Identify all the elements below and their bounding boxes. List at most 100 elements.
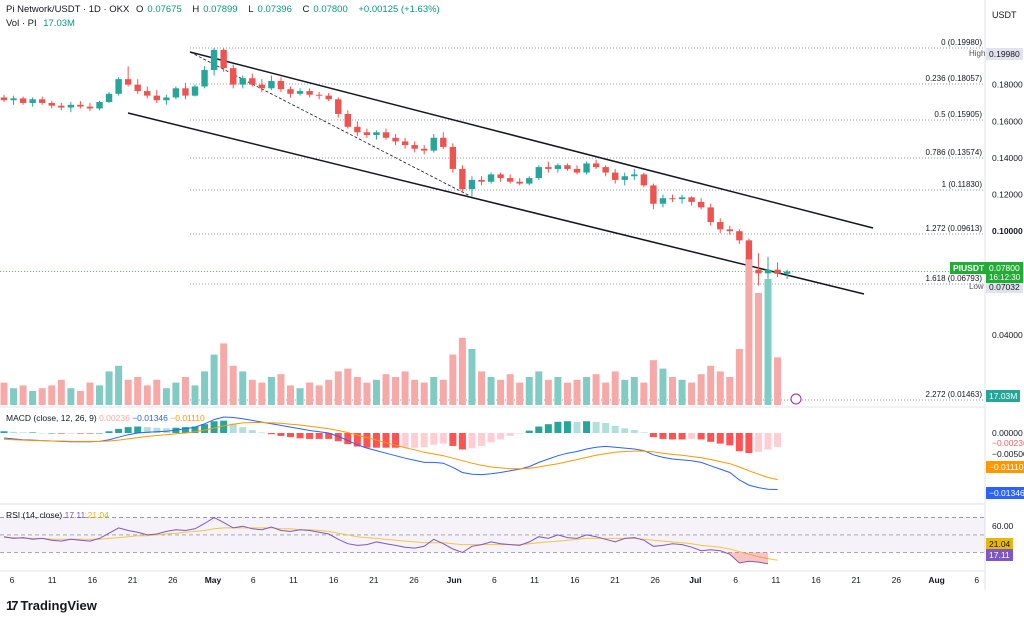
macd-histogram-bar — [735, 433, 743, 452]
macd-histogram-bar — [363, 433, 371, 448]
volume-bar — [210, 354, 218, 405]
macd-histogram-bar — [764, 433, 772, 450]
volume-bar — [458, 337, 466, 405]
macd-histogram-bar — [181, 427, 189, 433]
volume-bar — [497, 379, 505, 405]
candle-body — [478, 179, 485, 182]
volume-bar — [621, 379, 629, 405]
macd-histogram-bar — [96, 433, 103, 434]
volume-bar — [115, 365, 123, 405]
candle-body — [382, 132, 390, 138]
rsi-tick-label: 60.00 — [992, 521, 1014, 531]
candle-body — [697, 201, 705, 208]
close-label: C — [302, 4, 310, 15]
macd-histogram-bar — [640, 432, 648, 433]
candle-body — [277, 80, 285, 90]
macd-histogram-bar — [392, 433, 400, 448]
macd-histogram-bar — [29, 432, 37, 433]
macd-histogram-bar — [458, 433, 466, 450]
low-label-tag: Low — [969, 282, 984, 291]
macd-histogram-bar — [277, 433, 285, 436]
volume-bar — [726, 377, 734, 405]
channel-lower-line — [127, 112, 865, 295]
macd-histogram-bar — [544, 424, 552, 433]
fib-level-label: 0 (0.19980) — [941, 38, 982, 47]
time-tick-label: 6 — [251, 575, 256, 585]
time-tick-label: 11 — [771, 575, 780, 585]
candle-body — [58, 105, 65, 108]
candle-body — [669, 198, 676, 200]
macd-histogram-bar — [86, 433, 94, 434]
candle-body — [258, 84, 266, 89]
macd-histogram-bar — [191, 426, 199, 433]
price-tick-label: 0.10000 — [992, 226, 1023, 236]
time-tick-label: 11 — [289, 575, 298, 585]
countdown-tag: 16:12:30 — [986, 272, 1024, 283]
candle-body — [516, 181, 523, 184]
volume-bar — [162, 388, 170, 405]
price-tick-label: 0.12000 — [992, 190, 1023, 200]
macd-histogram-bar — [592, 421, 600, 433]
time-tick-label: 21 — [610, 575, 620, 585]
candle-body — [287, 89, 294, 94]
macd-histogram-bar — [716, 433, 724, 444]
candle-body — [19, 98, 27, 103]
macd-histogram-bar — [726, 433, 734, 446]
macd-histogram-bar — [115, 428, 123, 433]
volume-value: 17.03M — [43, 18, 75, 29]
volume-bar — [29, 391, 37, 405]
candle-body — [134, 84, 141, 92]
volume-bar — [372, 379, 380, 405]
macd-histogram-bar — [583, 421, 591, 433]
macd-histogram-bar — [76, 433, 84, 434]
candle-body — [182, 88, 189, 96]
candle-body — [29, 99, 36, 103]
volume-bar — [382, 374, 390, 405]
volume-bar — [707, 365, 715, 405]
macd-histogram-bar — [487, 433, 495, 443]
volume-bar — [296, 388, 304, 405]
time-tick-label: 6 — [974, 575, 979, 585]
macd-histogram-bar — [659, 433, 667, 439]
candle-body — [640, 174, 648, 186]
candle-body — [86, 106, 94, 109]
macd-histogram-bar — [19, 432, 27, 433]
volume-bar — [124, 379, 132, 405]
volume-bar — [67, 388, 75, 405]
macd-histogram-bar — [296, 433, 304, 439]
candle-body — [497, 174, 504, 179]
macd-histogram-bar — [401, 433, 409, 448]
macd-histogram-bar — [573, 421, 581, 433]
time-tick-label: 6 — [492, 575, 497, 585]
volume-bar — [602, 382, 610, 405]
rsi-title: RSI (14, close) — [6, 510, 63, 520]
macd-histogram-bar — [774, 433, 782, 447]
candle-body — [325, 95, 332, 100]
tv-logo-icon: 17 — [6, 598, 19, 613]
macd-histogram-bar — [201, 424, 209, 433]
candle-body — [373, 132, 380, 136]
candle-body — [230, 68, 237, 85]
candle-body — [459, 168, 466, 190]
macd-histogram-bar — [334, 433, 342, 442]
low-value: 0.07396 — [257, 4, 292, 15]
volume-bar — [10, 388, 18, 405]
volume-bar — [392, 377, 400, 405]
candle-body — [631, 174, 638, 177]
time-tick-label: Aug — [928, 575, 945, 585]
macd-signal-value: −0.01110 — [170, 413, 205, 423]
candle-body — [678, 197, 686, 200]
currency-label[interactable]: USDT — [992, 10, 1017, 20]
volume-bar — [201, 371, 209, 405]
volume-bar — [573, 379, 581, 405]
volume-bar — [544, 379, 552, 405]
volume-bar — [754, 293, 762, 405]
candle-body — [0, 97, 8, 101]
macd-histogram-bar — [315, 433, 323, 439]
candle-body — [659, 198, 667, 204]
tradingview-logo[interactable]: 17 TradingView — [6, 598, 97, 613]
time-tick-label: Jul — [689, 575, 701, 585]
time-tick-label: 6 — [10, 575, 15, 585]
low-value-tag: 0.07032 — [986, 281, 1023, 293]
